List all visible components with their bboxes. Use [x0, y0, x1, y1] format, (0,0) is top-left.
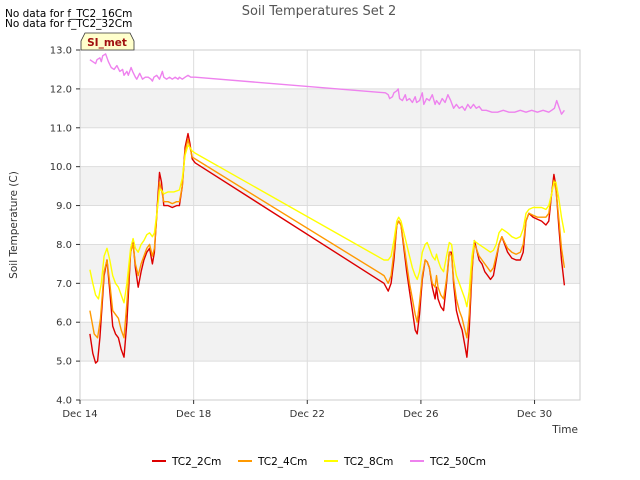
- x-axis-label: Time: [551, 424, 578, 436]
- no-data-note-2: No data for f_TC2_32Cm: [5, 18, 133, 30]
- series-line-tc2-50cm: [89, 53, 565, 115]
- y-axis-label: Soil Temperature (C): [8, 171, 20, 279]
- series-line-tc2-4cm: [89, 138, 566, 339]
- y-tick-label: 11.0: [50, 123, 72, 134]
- y-tick-label: 4.0: [56, 396, 72, 407]
- legend-item-tc2-2cm: TC2_2Cm: [152, 456, 221, 468]
- series-group: [89, 53, 566, 364]
- legend-item-tc2-8cm: TC2_8Cm: [324, 456, 393, 468]
- x-tick-label: Dec 14: [62, 409, 97, 420]
- x-tick-label: Dec 22: [290, 409, 325, 420]
- grid-band: [80, 88, 580, 128]
- legend-item-tc2-50cm: TC2_50Cm: [410, 456, 486, 468]
- legend: TC2_2Cm TC2_4Cm TC2_8Cm TC2_50Cm: [152, 456, 486, 468]
- no-data-note-1: No data for f_TC2_16Cm: [5, 8, 133, 20]
- x-tick-label: Dec 18: [176, 409, 211, 420]
- y-tick-label: 5.0: [56, 357, 72, 368]
- y-tick-label: 13.0: [50, 46, 72, 57]
- legend-label: TC2_4Cm: [257, 456, 307, 468]
- series-line-tc2-8cm: [89, 144, 566, 308]
- series-line-tc2-2cm: [89, 132, 566, 364]
- si-met-badge: SI_met: [80, 32, 135, 51]
- y-tick-label: 8.0: [56, 240, 72, 251]
- grid-band: [80, 166, 580, 206]
- legend-label: TC2_50Cm: [429, 456, 486, 468]
- chart-title: Soil Temperatures Set 2: [242, 4, 397, 19]
- y-tick-label: 6.0: [56, 318, 72, 329]
- grid-band: [80, 322, 580, 362]
- legend-label: TC2_8Cm: [343, 456, 393, 468]
- legend-label: TC2_2Cm: [171, 456, 221, 468]
- si-met-label: SI_met: [87, 37, 127, 49]
- x-axis-ticks: Dec 14 Dec 18 Dec 22 Dec 26 Dec 30: [62, 400, 552, 420]
- y-tick-label: 10.0: [50, 162, 72, 173]
- y-axis-ticks: 4.0 5.0 6.0 7.0 8.0 9.0 10.0 11.0 12.0 13.0: [50, 46, 80, 407]
- y-tick-label: 9.0: [56, 201, 72, 212]
- y-tick-label: 12.0: [50, 84, 72, 95]
- x-tick-label: Dec 26: [403, 409, 438, 420]
- plot-frame: [79, 49, 581, 401]
- grid-band: [80, 244, 580, 284]
- legend-item-tc2-4cm: TC2_4Cm: [238, 456, 307, 468]
- y-tick-label: 7.0: [56, 279, 72, 290]
- x-tick-label: Dec 30: [517, 409, 552, 420]
